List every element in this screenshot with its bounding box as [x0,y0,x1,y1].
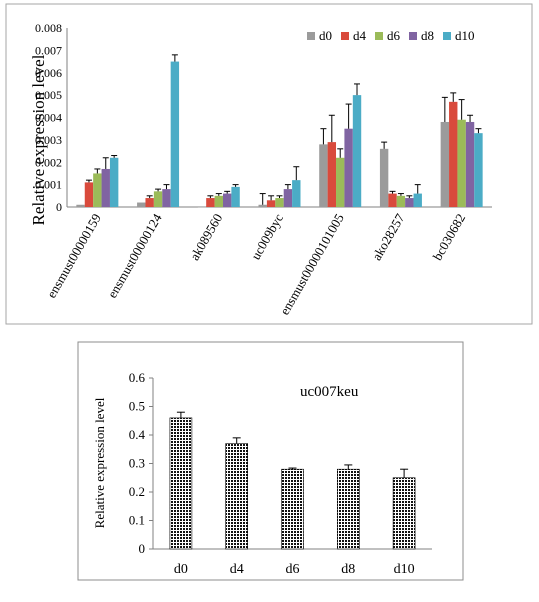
chart-1-ylabel: Relative expression level [29,54,48,225]
chart-1-bar-d4 [449,101,458,207]
chart-1-y-tick-label: 0.001 [35,178,62,192]
chart-1-y-tick-label: 0.006 [35,66,62,80]
chart-1-legend-swatch-d8 [409,32,417,40]
chart-2-x-tick-label: d8 [341,562,355,577]
chart-1-bar-d10 [109,157,119,207]
chart-1-legend-label: d8 [421,28,434,43]
chart-1-y-tick-label: 0.008 [35,21,62,35]
chart-1-legend-swatch-d4 [341,32,349,40]
chart-1-legend-swatch-d10 [443,32,451,40]
chart-2: uc007keu Relative expression level 00.10… [77,341,464,581]
chart-1-legend: d0 d4 d6 d8 d10 [307,28,475,43]
chart-1-bar-d0 [319,144,328,207]
chart-1-bar-d6 [336,157,345,207]
chart-1-bar-d4 [327,142,337,207]
chart-1-bar-d8 [162,189,171,207]
chart-1-bar-d10 [292,180,301,207]
chart-1-bar-d6 [214,195,223,207]
chart-1-legend-label: d0 [319,28,332,43]
chart-1-bar-d8 [465,121,475,207]
chart-2-y-tick-label: 0 [139,541,146,556]
chart-1-y-tick-label: 0.003 [35,133,62,147]
chart-1-bar-d6 [396,195,406,207]
chart-1-bars [76,61,483,208]
chart-1-bar-d6 [153,191,163,207]
chart-1-bar-d6 [93,173,102,207]
chart-1-bar-d4 [388,193,397,207]
chart-2-y-tick-label: 0.2 [129,484,145,499]
chart-2-y-ticks: 0 0.1 0.2 0.3 0.4 0.5 0.6 [129,370,153,556]
chart-1-bar-d8 [283,189,293,207]
chart-1-bar-d8 [222,193,232,207]
chart-2-error-bars [176,411,409,478]
chart-1-bar-d0 [76,204,85,207]
chart-1-y-tick-label: 0.005 [35,88,62,102]
chart-1-legend-label: d10 [455,28,475,43]
chart-1-legend-swatch-d6 [375,32,383,40]
chart-2-y-tick-label: 0.4 [129,427,146,442]
chart-1-bar-d4 [84,182,94,207]
chart-1-bar-d10 [352,95,362,207]
chart-1-bar-d6 [457,119,466,207]
chart-1-legend-label: d4 [353,28,367,43]
chart-2-x-tick-label: d10 [394,562,415,577]
chart-1-bar-d4 [266,200,276,207]
chart-2-bar [169,417,193,550]
chart-2-y-tick-label: 0.1 [129,513,145,528]
chart-2-x-tick-label: d4 [230,562,244,577]
chart-1-error-bars [85,54,482,205]
chart-2-ylabel: Relative expression level [92,397,107,528]
chart-2-x-tick-label: d0 [174,562,188,577]
chart-1-bar-d8 [344,128,353,207]
chart-1-bar-d8 [405,198,414,207]
chart-1-bar-d10 [231,186,240,207]
chart-2-bar [336,468,360,550]
chart-1-bar-d0 [379,148,389,207]
chart-1-bar-d8 [101,168,110,207]
chart-1-y-tick-label: 0 [56,200,62,214]
chart-2-y-tick-label: 0.3 [129,456,145,471]
chart-1-bar-d0 [137,202,146,207]
chart-1-bar-d4 [145,198,154,207]
chart-1-y-tick-label: 0.007 [35,43,62,57]
chart-1-legend-label: d6 [387,28,401,43]
chart-2-title: uc007keu [300,384,359,400]
chart-1-bar-d6 [275,198,284,207]
chart-1-bar-d4 [206,198,215,207]
chart-1: Relative expression level 0 0.001 0.002 0.0… [5,3,533,325]
chart-2-x-ticks: d0 d4 d6 d8 d10 [174,562,415,577]
chart-2-bar [225,443,248,550]
chart-1-bar-d10 [413,193,422,207]
chart-2-y-tick-label: 0.6 [129,370,146,385]
chart-1-bar-d10 [474,133,483,207]
chart-2-y-tick-label: 0.5 [129,399,145,414]
chart-2-bar [392,477,416,550]
chart-1-bar-d0 [197,207,207,208]
chart-1-y-ticks: 0 0.001 0.002 0.003 0.004 0.005 0.006 0.007 0.00… [35,21,62,214]
chart-1-bar-d10 [170,61,180,207]
chart-1-y-tick-label: 0.002 [35,155,62,169]
chart-1-bar-d0 [258,204,267,207]
chart-1-bar-d0 [440,121,450,207]
chart-2-x-tick-label: d6 [286,562,300,577]
chart-2-bar [281,468,304,550]
chart-1-y-tick-label: 0.004 [35,111,62,125]
chart-1-legend-swatch-d0 [307,32,315,40]
